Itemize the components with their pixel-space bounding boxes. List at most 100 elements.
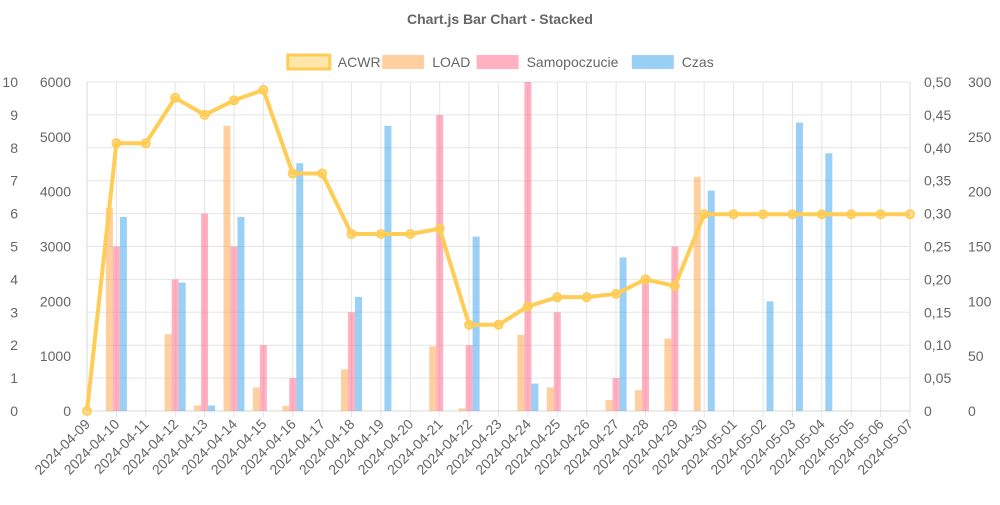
bar-samopoczucie (671, 246, 679, 411)
bar-samopoczucie (230, 246, 238, 411)
y-right-inner-tick-label: 0,45 (924, 107, 951, 123)
y-left-outer-tick-label: 3 (10, 304, 18, 320)
legend-item-samopoczucie: Samopoczucie (476, 54, 619, 70)
chart-title: Chart.js Bar Chart - Stacked (407, 11, 593, 27)
bars (105, 82, 833, 412)
point-acwr (728, 209, 739, 220)
bar-load (605, 400, 613, 411)
bar-samopoczucie (641, 279, 649, 411)
bar-samopoczucie (553, 312, 561, 411)
y-right-outer-tick-label: 200 (968, 184, 992, 200)
legend-label: Czas (682, 54, 714, 70)
y-left-inner-tick-label: 6000 (40, 74, 71, 90)
point-acwr (905, 209, 915, 220)
bar-load (429, 346, 437, 411)
legend-label: Samopoczucie (527, 54, 619, 70)
bar-samopoczucie (171, 279, 179, 411)
bar-load (105, 208, 113, 411)
point-acwr (82, 406, 92, 416)
point-acwr (581, 292, 592, 303)
y-left-inner-tick-label: 4000 (40, 184, 71, 200)
bar-czas (795, 122, 803, 412)
point-acwr (199, 109, 210, 120)
y-left-outer-tick-label: 4 (10, 271, 18, 287)
bar-load (341, 369, 349, 411)
bar-samopoczucie (612, 378, 620, 411)
y-left-inner-tick-label: 0 (63, 403, 71, 419)
point-acwr (816, 209, 827, 220)
point-acwr (758, 209, 769, 220)
bar-load (546, 387, 554, 411)
legend: ACWR LOAD Samopoczucie Czas (286, 53, 714, 71)
y-left-outer-tick-label: 6 (10, 206, 18, 222)
bar-load (517, 334, 525, 411)
y-left-inner-tick-label: 1000 (40, 348, 71, 364)
bar-samopoczucie (289, 378, 297, 411)
point-acwr (258, 84, 269, 95)
bar-czas (119, 216, 127, 411)
bar-load (164, 334, 172, 411)
y-left-outer-tick-label: 5 (10, 239, 18, 255)
y-right-inner-tick-label: 0,30 (924, 206, 951, 222)
y-left-outer-tick-label: 2 (10, 337, 18, 353)
y-left-outer-tick-label: 0 (10, 403, 18, 419)
y-right-outer-tick-label: 150 (968, 239, 992, 255)
y-right-inner-tick-label: 0,10 (924, 337, 951, 353)
legend-swatch (631, 55, 674, 69)
legend-swatch (476, 55, 519, 69)
bar-load (252, 387, 260, 411)
point-acwr (552, 292, 563, 303)
y-right-outer-tick-label: 300 (968, 74, 992, 90)
point-acwr (111, 138, 122, 149)
y-left-outer-tick-label: 8 (10, 140, 18, 156)
bar-load (458, 408, 466, 411)
y-left-outer-tick-label: 7 (10, 173, 18, 189)
y-right-inner-tick-label: 0,05 (924, 370, 951, 386)
point-acwr (405, 228, 416, 239)
point-acwr (787, 209, 798, 220)
point-acwr (464, 319, 475, 330)
bar-samopoczucie (524, 82, 532, 411)
y-right-outer-tick-label: 0 (968, 403, 976, 419)
point-acwr (287, 168, 298, 179)
bar-samopoczucie (348, 312, 356, 411)
y-left-outer-tick-label: 9 (10, 107, 18, 123)
bar-czas (237, 216, 245, 411)
point-acwr (493, 319, 504, 330)
bar-load (634, 390, 642, 411)
bar-load (194, 405, 202, 411)
legend-swatch (286, 53, 332, 71)
point-acwr (611, 288, 622, 299)
bar-czas (355, 296, 363, 411)
point-acwr (846, 209, 857, 220)
point-acwr (346, 228, 357, 239)
bar-samopoczucie (201, 213, 209, 411)
bar-samopoczucie (436, 114, 444, 412)
grid (86, 81, 911, 417)
bar-samopoczucie (259, 345, 267, 411)
legend-swatch (382, 55, 425, 69)
bar-czas (707, 190, 715, 411)
point-acwr (699, 209, 710, 220)
y-right-inner-tick-label: 0,40 (924, 140, 951, 156)
point-acwr (434, 223, 445, 234)
bar-samopoczucie (465, 345, 473, 411)
point-acwr (170, 92, 181, 103)
y-left-inner-tick-label: 3000 (40, 239, 71, 255)
point-acwr (228, 95, 239, 106)
bar-samopoczucie (112, 246, 120, 411)
y-right-outer-tick-label: 50 (968, 348, 984, 364)
bar-czas (384, 125, 392, 411)
point-acwr (522, 301, 533, 312)
bar-load (693, 176, 701, 411)
legend-item-acwr: ACWR (286, 53, 381, 71)
legend-label: LOAD (432, 54, 470, 70)
legend-item-czas: Czas (631, 54, 714, 70)
bar-czas (825, 153, 833, 412)
bar-czas (178, 282, 186, 411)
legend-item-load: LOAD (382, 54, 470, 70)
y-right-inner-tick-label: 0,20 (924, 271, 951, 287)
point-acwr (875, 209, 886, 220)
